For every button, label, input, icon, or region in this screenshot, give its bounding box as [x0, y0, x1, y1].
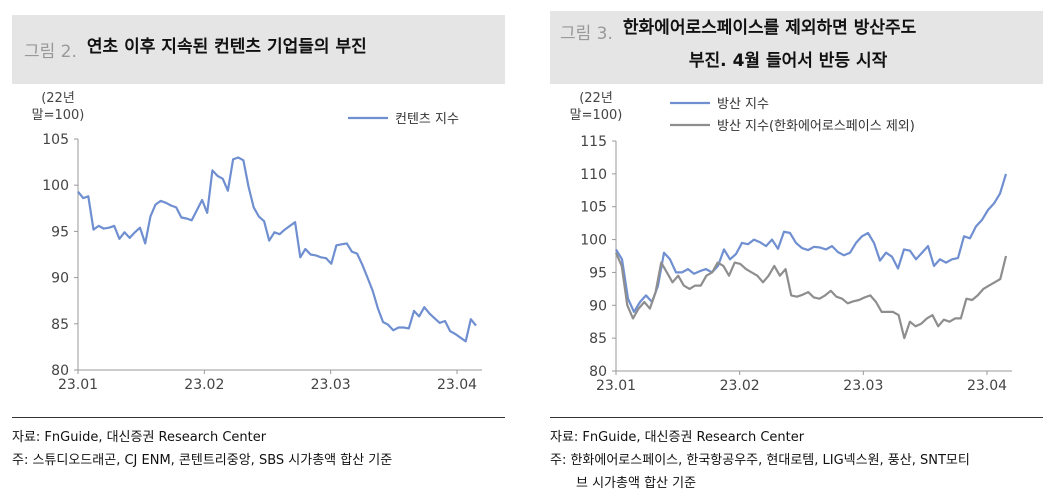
right-y-unit-label: (22년	[579, 91, 613, 106]
left-source-text: 자료: FnGuide, 대신증권 Research Center	[12, 430, 267, 445]
right-y-tick-label: 110	[580, 167, 607, 183]
right-x-tick-label: 23.02	[720, 378, 760, 394]
right-y-tick-label: 115	[580, 134, 607, 150]
right-source-text: 자료: FnGuide, 대신증권 Research Center	[550, 430, 805, 445]
right-y-tick-label: 105	[580, 200, 607, 216]
right-series-line-2	[614, 252, 1008, 340]
right-title-bar: 그림 3. 한화에어로스페이스를 제외하면 방산주도 부진. 4월 들어서 반등…	[550, 11, 1043, 84]
left-series-line-1	[77, 156, 477, 343]
right-y-tick-label: 90	[589, 298, 607, 314]
left-title-bar: 그림 2. 연초 이후 지속된 컨텐츠 기업들의 부진	[12, 15, 505, 84]
right-x-tick-label: 23.03	[843, 378, 883, 394]
left-source-area: 자료: FnGuide, 대신증권 Research Center 주: 스튜디…	[12, 417, 505, 472]
right-y-tick-label: 95	[589, 265, 607, 281]
left-figure-title: 연초 이후 지속된 컨텐츠 기업들의 부진	[86, 37, 367, 57]
right-figure-title: 한화에어로스페이스를 제외하면 방산주도 부진. 4월 들어서 반등 시작	[623, 12, 916, 78]
right-figure-panel: 그림 3. 한화에어로스페이스를 제외하면 방산주도 부진. 4월 들어서 반등…	[550, 0, 1043, 497]
left-y-tick-label: 100	[42, 178, 69, 194]
right-figure-title-line2: 부진. 4월 들어서 반등 시작	[688, 51, 888, 71]
left-note-text: 주: 스튜디오드래곤, CJ ENM, 콘텐트리중앙, SBS 시가총액 합산 …	[12, 453, 393, 468]
right-y-tick-label: 80	[589, 364, 607, 380]
left-y-tick-label: 105	[42, 132, 69, 148]
left-x-tick-label: 23.03	[311, 377, 351, 393]
left-x-tick-label: 23.02	[184, 377, 224, 393]
left-y-tick-label: 85	[51, 317, 69, 333]
left-y-unit-label: (22년	[41, 91, 75, 106]
right-y-unit-label: 말=100)	[570, 108, 623, 123]
right-legend-label-1: 방산 지수	[717, 97, 769, 112]
left-legend-label-1: 컨텐츠 지수	[395, 112, 459, 127]
left-x-tick-label: 23.04	[437, 377, 477, 393]
right-x-tick-label: 23.04	[967, 378, 1007, 394]
right-x-tick-label: 23.01	[596, 378, 636, 394]
right-figure-number: 그림 3.	[560, 24, 613, 44]
left-y-tick-label: 80	[51, 363, 69, 379]
right-note-text-line1: 주: 한화에어로스페이스, 한국항공우주, 현대로템, LIG넥스원, 풍산, …	[550, 453, 970, 468]
right-y-tick-label: 85	[589, 331, 607, 347]
right-y-tick-label: 100	[580, 233, 607, 249]
right-legend-label-2: 방산 지수(한화에어로스페이스 제외)	[717, 119, 915, 134]
right-figure-title-line1: 한화에어로스페이스를 제외하면 방산주도	[622, 18, 917, 38]
right-note-text-line2: 브 시가총액 합산 기준	[576, 476, 697, 491]
left-x-tick-label: 23.01	[58, 377, 98, 393]
right-series-line-1	[615, 173, 1008, 313]
left-y-unit-label: 말=100)	[32, 108, 85, 123]
right-source-area: 자료: FnGuide, 대신증권 Research Center 주: 한화에…	[550, 417, 1043, 495]
left-y-tick-label: 90	[51, 271, 69, 287]
left-figure-number: 그림 2.	[24, 42, 77, 62]
left-y-tick-label: 95	[51, 224, 69, 240]
